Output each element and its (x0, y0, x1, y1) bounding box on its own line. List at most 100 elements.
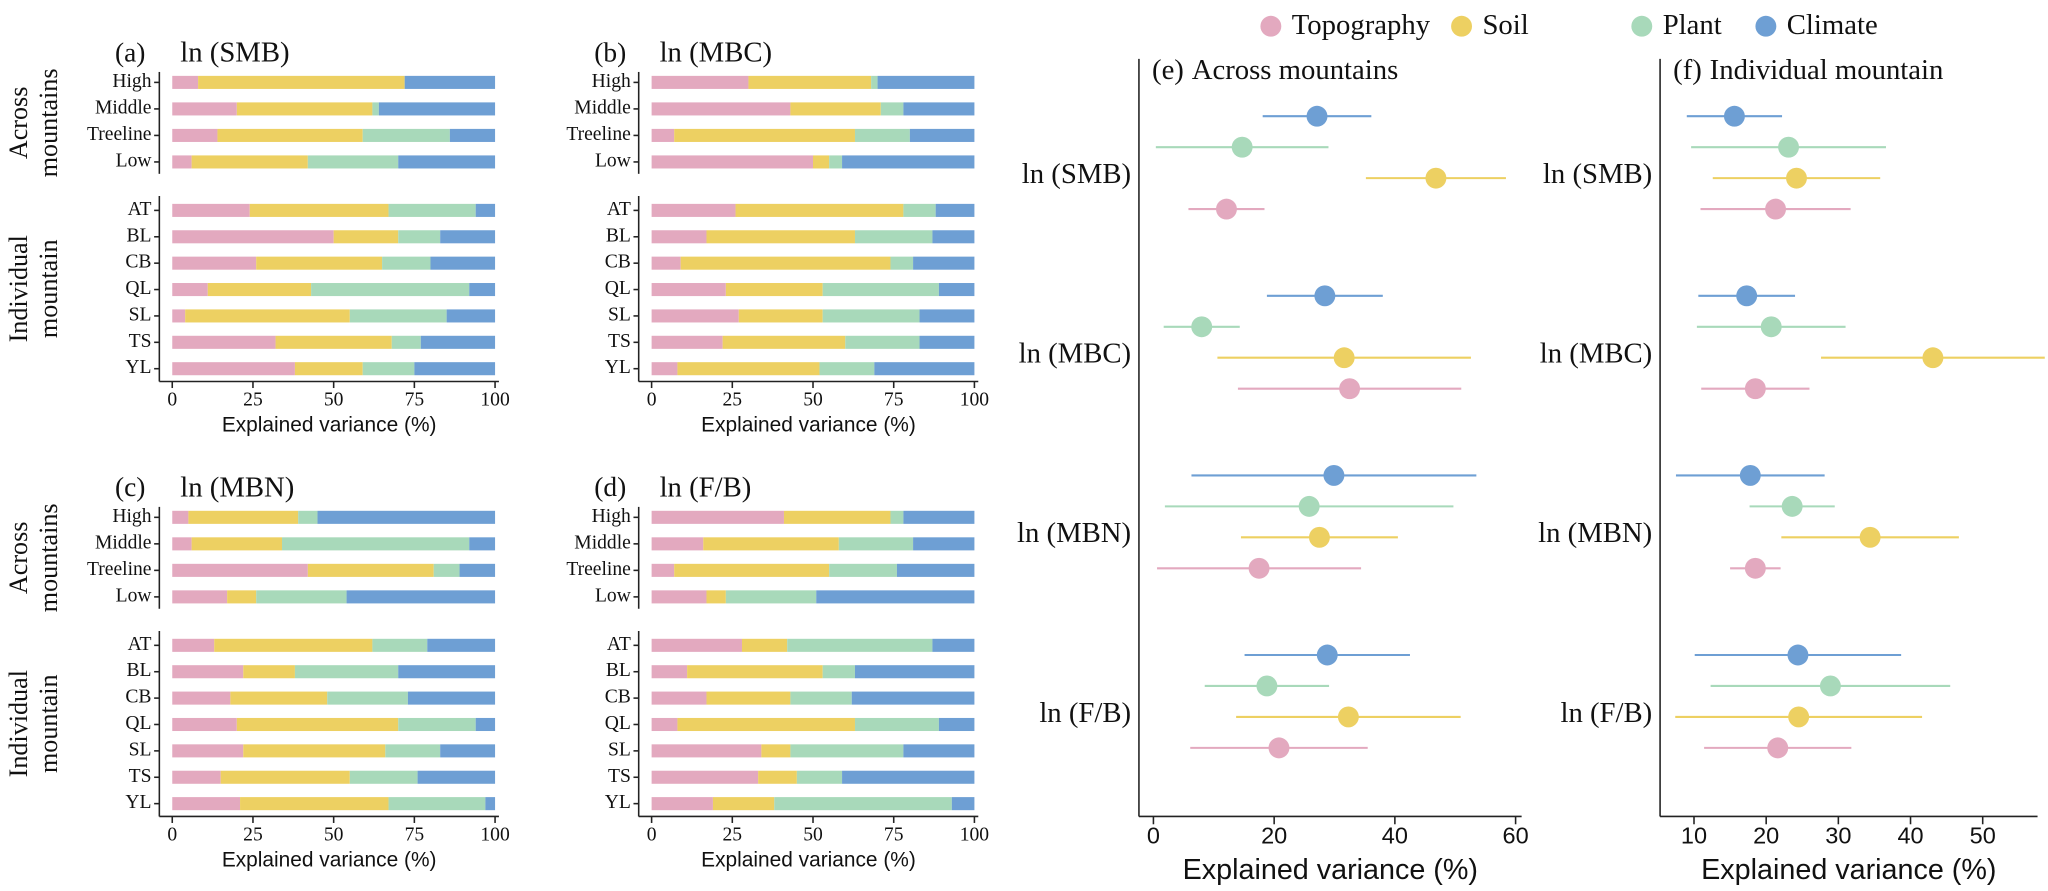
bar-segment (385, 744, 441, 758)
bar-segment (172, 770, 221, 784)
bar-segment (172, 155, 192, 169)
dot (1306, 105, 1328, 127)
bar-segment (687, 665, 823, 679)
bar-segment (172, 256, 257, 270)
bar-segment (240, 797, 389, 811)
bar-segment (951, 797, 975, 811)
x-tick-label: 40 (1897, 823, 1923, 849)
y-tick-label: ln (MBN) (1017, 517, 1131, 549)
y-tick-label: AT (607, 634, 631, 655)
panel-title-text: Across mountains (1192, 54, 1399, 86)
bar-segment (854, 665, 975, 679)
bar-segment (298, 510, 318, 524)
bar-segment (651, 691, 707, 705)
x-tick-label: 20 (1753, 823, 1779, 849)
bar-segment (282, 537, 470, 551)
bar-segment (333, 230, 399, 244)
bar-segment (172, 128, 218, 142)
bar-segment (706, 691, 791, 705)
bar-segment (722, 335, 846, 349)
y-tick-label: High (112, 71, 151, 92)
x-tick-label: 50 (324, 390, 344, 411)
bar-segment (440, 744, 496, 758)
bar-segment (871, 75, 878, 89)
legend-label: Climate (1787, 9, 1878, 41)
bar-segment (420, 335, 496, 349)
bar-segment (880, 102, 904, 116)
bar-segment (172, 510, 189, 524)
bar-segment (919, 309, 975, 323)
x-tick-label: 25 (243, 390, 263, 411)
bar-segment (712, 797, 775, 811)
bar-segment (230, 691, 328, 705)
bar-segment (349, 770, 418, 784)
y-tick-label: ln (F/B) (1039, 697, 1131, 729)
bar-segment (851, 691, 975, 705)
bar-segment (391, 335, 421, 349)
bar-segment (903, 102, 975, 116)
y-tick-label: QL (125, 713, 151, 734)
bar-segment (822, 665, 855, 679)
bar-segment (877, 75, 975, 89)
y-tick-label: SL (129, 304, 152, 325)
panel-title-text: Individual mountain (1710, 54, 1944, 86)
dot (1298, 495, 1320, 517)
bar-segment (896, 563, 975, 577)
y-tick-label: ln (F/B) (1560, 697, 1652, 729)
bar-segment (651, 309, 739, 323)
dot (1256, 675, 1278, 697)
bar-segment (191, 537, 283, 551)
panel-label: (d) (594, 472, 626, 502)
y-tick-label: CB (605, 252, 631, 273)
y-tick-label: TS (129, 766, 152, 787)
y-tick-label: Treeline (87, 559, 152, 580)
bar-segment (294, 362, 363, 376)
bar-segment (172, 691, 231, 705)
dot (1316, 644, 1338, 666)
x-tick-label: 25 (723, 825, 743, 846)
dot (1922, 347, 1944, 369)
x-axis-title: Explained variance (%) (1701, 854, 1996, 886)
bar-segment (172, 744, 244, 758)
bar-segment (327, 691, 408, 705)
x-tick-label: 100 (480, 390, 510, 411)
dot (1268, 737, 1290, 759)
y-tick-label: BL (126, 225, 151, 246)
dot (1778, 136, 1800, 158)
legend-swatch (1451, 15, 1472, 37)
bar-segment (307, 155, 399, 169)
y-tick-label: Middle (574, 97, 631, 118)
bar-segment (172, 563, 308, 577)
bar-segment (903, 510, 975, 524)
dot (1736, 285, 1758, 307)
bar-segment (243, 744, 386, 758)
bar-segment (822, 283, 939, 297)
y-tick-label: Treeline (87, 124, 152, 145)
bar-segment (172, 230, 334, 244)
bar-segment (651, 717, 678, 732)
bar-segment (249, 203, 389, 217)
dot (1781, 495, 1803, 517)
bar-segment (185, 309, 350, 323)
dot (1859, 526, 1881, 548)
x-tick-label: 25 (243, 825, 263, 846)
y-tick-label: CB (125, 687, 151, 708)
bar-segment (372, 638, 428, 652)
bar-segment (256, 590, 347, 604)
bar-segment (913, 537, 975, 551)
legend-label: Topography (1292, 9, 1431, 41)
bar-segment (674, 128, 855, 142)
bar-segment (651, 283, 726, 297)
bar-segment (172, 283, 208, 297)
dot (1425, 167, 1447, 189)
bar-segment (378, 102, 496, 116)
bar-segment (275, 335, 392, 349)
legend-swatch (1260, 15, 1282, 37)
y-tick-label: SL (129, 739, 152, 760)
bar-segment (651, 797, 713, 811)
bar-segment (227, 590, 257, 604)
bar-segment (829, 155, 843, 169)
bar-segment (651, 75, 749, 89)
bar-segment (198, 75, 405, 89)
bar-segment (919, 335, 975, 349)
